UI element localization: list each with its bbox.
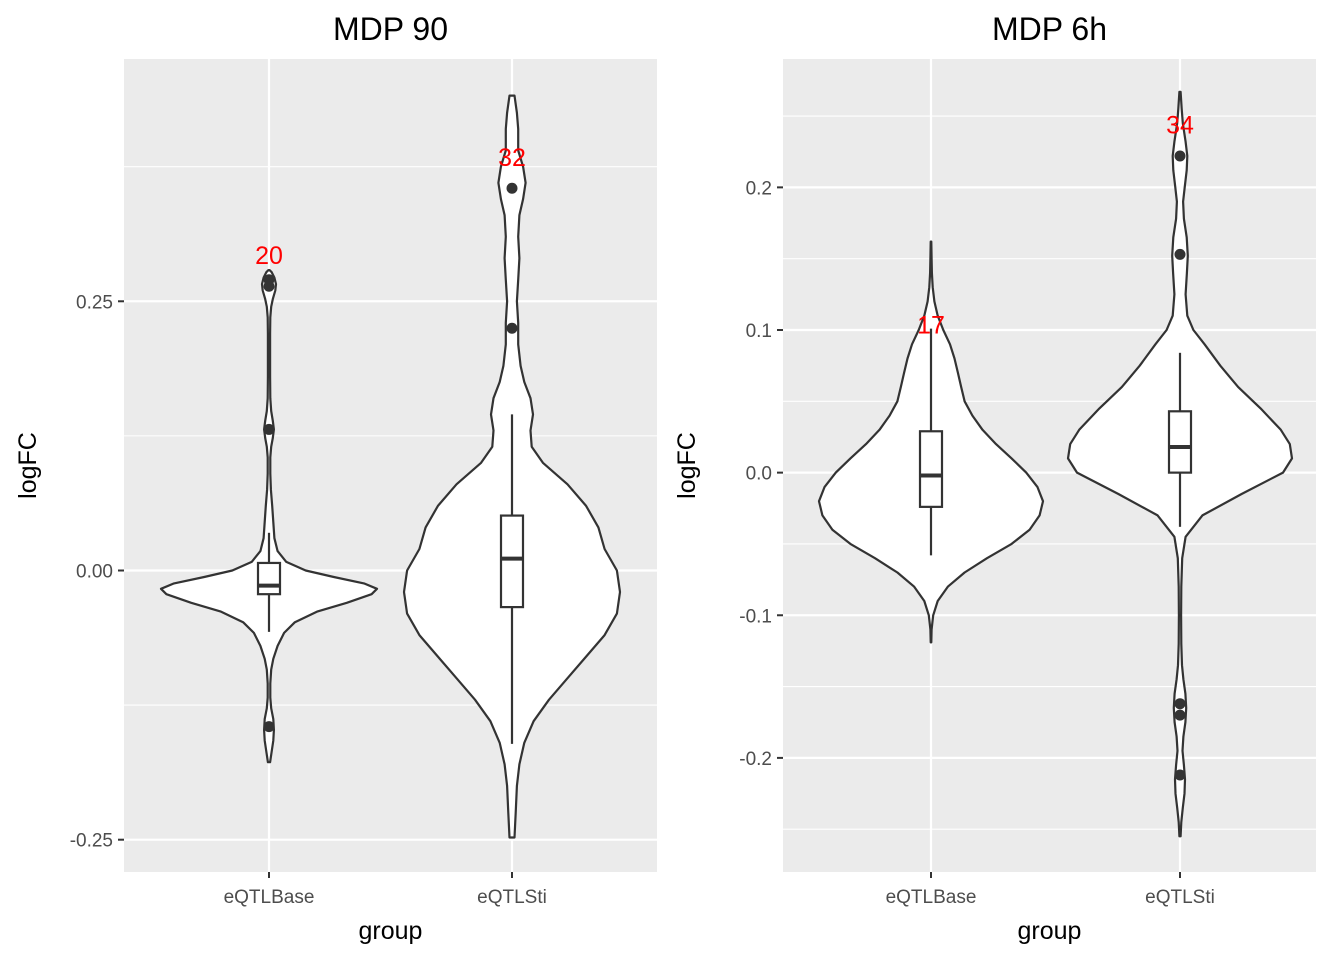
outlier-point [1174,769,1186,781]
box-iqr [1167,410,1193,474]
y-tick-label: -0.2 [739,749,772,770]
y-tick-label: -0.1 [739,606,772,627]
outlier-point [1174,698,1186,710]
outlier-point [263,423,275,435]
plot-background [124,59,657,872]
outlier-point [263,721,275,733]
x-tick-label: eQTLSti [477,887,547,908]
outlier-point [506,322,518,334]
box-iqr [256,561,282,596]
panel-title: MDP 6h [992,11,1107,47]
y-tick-label: 0.25 [76,292,113,313]
y-axis-title: logFC [14,432,42,499]
x-tick-label: eQTLBase [224,887,315,908]
x-tick-label: eQTLSti [1145,887,1215,908]
y-tick-label: 0.00 [76,561,113,582]
outlier-point [1174,150,1186,162]
y-tick-label: -0.25 [70,831,113,852]
box-iqr [918,430,944,508]
panel-mdp-90: -0.25 0.00 0.25 eQTLBase eQTLSti 20 32 MDP 90 gr… [14,11,657,945]
x-axis-title: group [359,917,423,945]
y-tick-label: 0.2 [746,178,772,199]
x-axis-title: group [1018,917,1082,945]
outlier-point [1174,248,1186,260]
panel-mdp-6h: -0.2 -0.1 0.0 0.1 0.2 eQTLBase eQTLSti 17 34 MDP … [673,11,1316,945]
count-label: 20 [255,242,283,270]
box-iqr [499,514,525,609]
y-axis-title: logFC [673,432,701,499]
count-label: 32 [498,144,526,172]
x-tick-label: eQTLBase [886,887,977,908]
count-label: 34 [1166,112,1194,140]
y-tick-label: 0.0 [746,464,772,485]
outlier-point [1174,709,1186,721]
panel-title: MDP 90 [333,11,448,47]
violin-eQTLBase [159,269,379,764]
y-tick-label: 0.1 [746,321,772,342]
count-label: 17 [917,311,945,339]
outlier-point [506,182,518,194]
outlier-point [263,280,275,292]
